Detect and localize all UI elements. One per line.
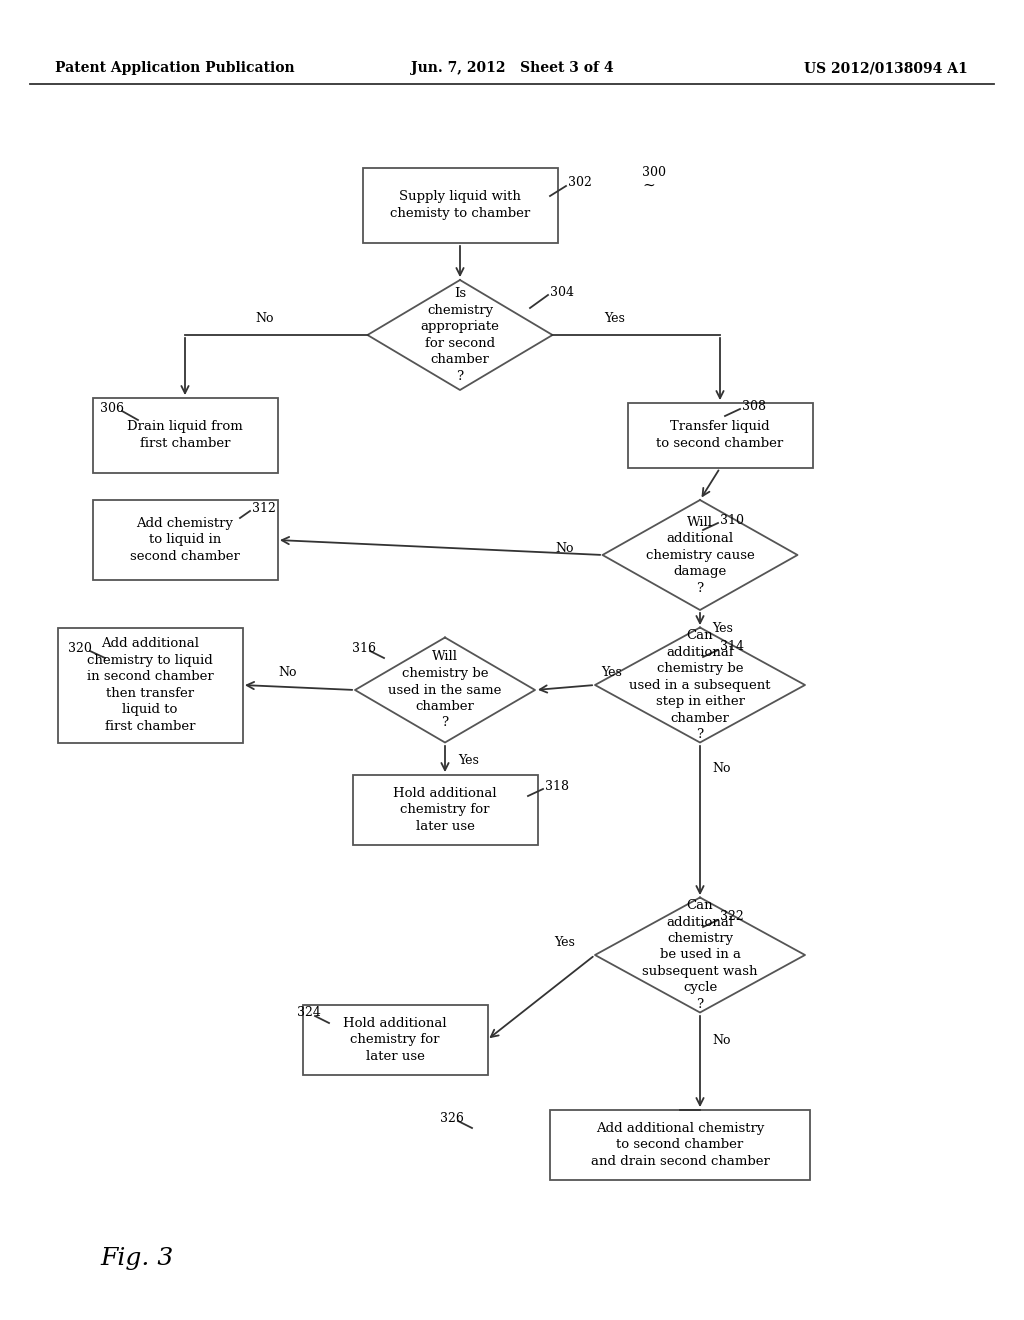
Text: Yes: Yes bbox=[458, 754, 479, 767]
Polygon shape bbox=[595, 898, 805, 1012]
Text: Transfer liquid
to second chamber: Transfer liquid to second chamber bbox=[656, 420, 783, 450]
Bar bbox=[92, 397, 278, 473]
Bar bbox=[628, 403, 812, 467]
Text: Yes: Yes bbox=[712, 622, 733, 635]
Bar bbox=[92, 500, 278, 579]
Text: ∼: ∼ bbox=[642, 180, 654, 193]
Polygon shape bbox=[602, 500, 798, 610]
Text: 318: 318 bbox=[545, 780, 569, 792]
Text: 308: 308 bbox=[742, 400, 766, 412]
Text: 300: 300 bbox=[642, 166, 666, 180]
Bar bbox=[302, 1005, 487, 1074]
Text: US 2012/0138094 A1: US 2012/0138094 A1 bbox=[804, 61, 968, 75]
Text: No: No bbox=[279, 665, 297, 678]
Text: 314: 314 bbox=[720, 640, 744, 653]
Text: No: No bbox=[712, 1034, 730, 1047]
Bar bbox=[352, 775, 538, 845]
Text: Will
additional
chemistry cause
damage
?: Will additional chemistry cause damage ? bbox=[645, 516, 755, 594]
Bar bbox=[57, 627, 243, 742]
Text: Will
chemistry be
used in the same
chamber
?: Will chemistry be used in the same chamb… bbox=[388, 651, 502, 730]
Text: Drain liquid from
first chamber: Drain liquid from first chamber bbox=[127, 420, 243, 450]
Text: 316: 316 bbox=[352, 642, 376, 655]
Text: Hold additional
chemistry for
later use: Hold additional chemistry for later use bbox=[393, 787, 497, 833]
Text: 324: 324 bbox=[297, 1006, 321, 1019]
Text: No: No bbox=[256, 312, 274, 325]
Text: Yes: Yes bbox=[604, 312, 626, 325]
Text: Yes: Yes bbox=[555, 936, 575, 949]
Text: 322: 322 bbox=[720, 911, 743, 924]
Text: Can
additional
chemistry
be used in a
subsequent wash
cycle
?: Can additional chemistry be used in a su… bbox=[642, 899, 758, 1011]
Text: Add chemistry
to liquid in
second chamber: Add chemistry to liquid in second chambe… bbox=[130, 517, 240, 564]
Text: 326: 326 bbox=[440, 1111, 464, 1125]
Text: 312: 312 bbox=[252, 502, 275, 515]
Text: Jun. 7, 2012   Sheet 3 of 4: Jun. 7, 2012 Sheet 3 of 4 bbox=[411, 61, 613, 75]
Text: 306: 306 bbox=[100, 401, 124, 414]
Text: Add additional chemistry
to second chamber
and drain second chamber: Add additional chemistry to second chamb… bbox=[591, 1122, 769, 1168]
Text: No: No bbox=[712, 762, 730, 775]
Polygon shape bbox=[595, 627, 805, 742]
Text: Add additional
chemistry to liquid
in second chamber
then transfer
liquid to
fir: Add additional chemistry to liquid in se… bbox=[87, 638, 213, 733]
Text: 304: 304 bbox=[550, 285, 574, 298]
Text: Supply liquid with
chemisty to chamber: Supply liquid with chemisty to chamber bbox=[390, 190, 530, 219]
Polygon shape bbox=[355, 638, 535, 742]
Text: Can
additional
chemistry be
used in a subsequent
step in either
chamber
?: Can additional chemistry be used in a su… bbox=[630, 630, 771, 741]
Text: Yes: Yes bbox=[601, 665, 623, 678]
Text: Patent Application Publication: Patent Application Publication bbox=[55, 61, 295, 75]
Polygon shape bbox=[368, 280, 553, 389]
Text: No: No bbox=[556, 541, 574, 554]
Text: Fig. 3: Fig. 3 bbox=[100, 1246, 173, 1270]
Bar bbox=[362, 168, 557, 243]
Text: Is
chemistry
appropriate
for second
chamber
?: Is chemistry appropriate for second cham… bbox=[421, 288, 500, 383]
Text: Hold additional
chemistry for
later use: Hold additional chemistry for later use bbox=[343, 1016, 446, 1063]
Bar bbox=[550, 1110, 810, 1180]
Text: 310: 310 bbox=[720, 513, 744, 527]
Text: 320: 320 bbox=[68, 642, 92, 655]
Text: 302: 302 bbox=[568, 177, 592, 190]
